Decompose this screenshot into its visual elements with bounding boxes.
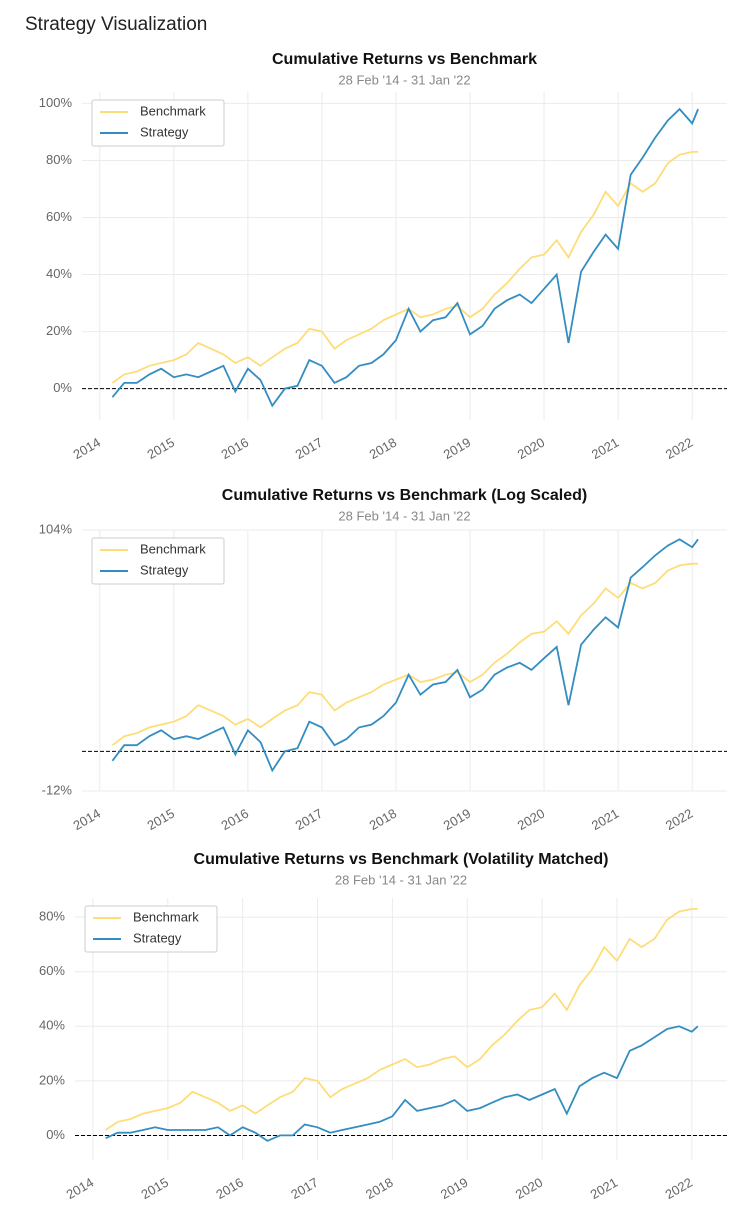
y-tick-label: 100% [39, 95, 73, 110]
legend-label: Benchmark [140, 541, 206, 556]
series-line [111, 107, 699, 408]
x-tick-label: 2015 [144, 806, 177, 833]
x-tick-label: 2018 [367, 806, 400, 833]
page-heading: Strategy Visualization [25, 14, 207, 35]
x-tick-label: 2021 [589, 806, 622, 833]
x-tick-label: 2019 [441, 435, 474, 462]
x-tick-label: 2018 [363, 1175, 396, 1202]
legend-label: Strategy [140, 562, 189, 577]
x-tick-label: 2015 [144, 435, 177, 462]
x-tick-label: 2021 [588, 1175, 621, 1202]
y-tick-label: 20% [46, 323, 72, 338]
x-tick-label: 2014 [70, 806, 103, 833]
y-tick-label: 0% [46, 1127, 65, 1142]
legend-label: Strategy [140, 124, 189, 139]
x-tick-label: 2014 [64, 1175, 97, 1202]
x-tick-label: 2022 [663, 435, 696, 462]
legend-label: Benchmark [140, 103, 206, 118]
y-tick-label: 80% [39, 909, 65, 924]
x-tick-label: 2020 [515, 806, 548, 833]
chart-subtitle: 28 Feb '14 - 31 Jan '22 [335, 872, 467, 887]
y-tick-label: 0% [53, 380, 72, 395]
y-tick-label: 60% [39, 963, 65, 978]
x-tick-label: 2020 [513, 1175, 546, 1202]
y-tick-label: 104% [39, 521, 73, 536]
x-tick-label: 2019 [438, 1175, 471, 1202]
chart-subtitle: 28 Feb '14 - 31 Jan '22 [338, 72, 470, 87]
chart-title: Cumulative Returns vs Benchmark (Volatil… [194, 851, 609, 868]
x-tick-label: 2014 [70, 435, 103, 462]
x-tick-label: 2020 [515, 435, 548, 462]
y-tick-label: 20% [39, 1072, 65, 1087]
x-tick-label: 2022 [663, 806, 696, 833]
x-tick-label: 2018 [367, 435, 400, 462]
series-line [111, 562, 699, 746]
chart-subtitle: 28 Feb '14 - 31 Jan '22 [338, 508, 470, 523]
x-tick-label: 2019 [441, 806, 474, 833]
chart-title: Cumulative Returns vs Benchmark [272, 51, 537, 68]
y-tick-label: 40% [39, 1018, 65, 1033]
x-tick-label: 2022 [662, 1175, 695, 1202]
chart: Cumulative Returns vs Benchmark (Volatil… [39, 851, 727, 1202]
x-tick-label: 2016 [219, 806, 252, 833]
series-line [105, 908, 698, 1131]
chart-title: Cumulative Returns vs Benchmark (Log Sca… [222, 487, 587, 504]
y-tick-label: -12% [42, 782, 73, 797]
chart: Cumulative Returns vs Benchmark (Log Sca… [39, 487, 727, 833]
series-line [105, 1025, 699, 1142]
y-tick-label: 40% [46, 266, 72, 281]
legend-label: Strategy [133, 930, 182, 945]
legend-label: Benchmark [133, 909, 199, 924]
x-tick-label: 2017 [288, 1175, 321, 1202]
series-line [111, 151, 699, 384]
y-tick-label: 80% [46, 152, 72, 167]
y-tick-label: 60% [46, 209, 72, 224]
x-tick-label: 2016 [213, 1175, 246, 1202]
series-line [111, 538, 699, 773]
chart: Cumulative Returns vs Benchmark 28 Feb '1… [39, 51, 727, 462]
x-tick-label: 2016 [219, 435, 252, 462]
x-tick-label: 2017 [293, 435, 326, 462]
x-tick-label: 2015 [138, 1175, 171, 1202]
x-tick-label: 2017 [293, 806, 326, 833]
x-tick-label: 2021 [589, 435, 622, 462]
